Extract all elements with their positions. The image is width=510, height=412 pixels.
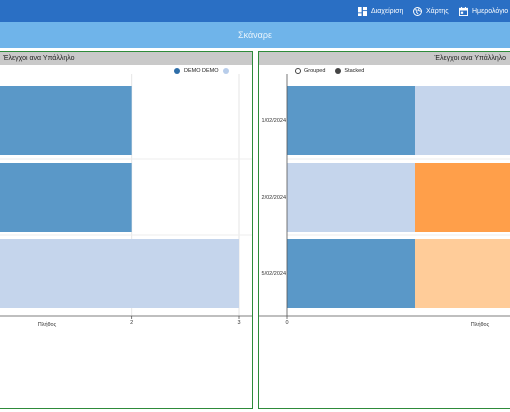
bar-segment-0-0 [287, 86, 415, 155]
nav-admin[interactable]: Διαχείριση [358, 5, 403, 17]
globe-icon [413, 6, 422, 16]
right-chart-panel: Έλεγχοι ανα Υπάλληλο Grouped Stacked 1/0… [258, 51, 510, 409]
sub-header: Σκάναρε [0, 22, 510, 48]
right-panel-header: Έλεγχοι ανα Υπάλληλο [259, 52, 510, 65]
nav-admin-label: Διαχείριση [371, 7, 404, 15]
x-axis-title: Πλήθος [38, 321, 57, 328]
nav-calendar-label: Ημερολόγιο [472, 7, 509, 15]
y-tick-label: 5/02/2024 [262, 271, 286, 277]
nav-calendar[interactable]: Ημερολόγιο [459, 5, 508, 17]
dashboard-icon [358, 6, 367, 16]
y-tick-label: 2/02/2024 [262, 195, 286, 201]
y-tick-label: 1/02/2024 [262, 118, 286, 124]
stacked-label[interactable]: Stacked [344, 68, 365, 74]
bar-0-1 [0, 163, 132, 232]
left-panel-title: Έλεγχοι ανα Υπάλληλο [3, 55, 75, 62]
scan-title[interactable]: Σκάναρε [238, 30, 272, 40]
right-bar-chart: 1/02/2024 2/02/2024 5/02/2024 0 Πλήθος [259, 74, 510, 328]
x-tick-label: 3 [237, 320, 240, 326]
bar-segment-0-2 [287, 239, 415, 308]
x-axis-title: Πλήθος [471, 321, 490, 328]
grouped-label[interactable]: Grouped [304, 68, 326, 74]
x-tick-label: 2 [130, 320, 133, 326]
grouped-radio[interactable] [295, 68, 301, 74]
left-chart-panel: Έλεγχοι ανα Υπάλληλο DEMO DEMO 2 3 Πλήθος [0, 51, 253, 409]
legend-dot-demo[interactable] [174, 68, 180, 74]
stacked-radio[interactable] [335, 68, 342, 74]
bar-1-2 [0, 239, 239, 308]
bar-segment-4-2 [415, 239, 510, 308]
bar-segment-3-1 [415, 163, 510, 232]
legend-label-demo[interactable]: DEMO DEMO [184, 68, 219, 74]
legend-dot-second[interactable] [222, 68, 229, 74]
left-chart-legend: DEMO DEMO [174, 68, 229, 74]
top-nav-bar: Διαχείριση Χάρτης Ημερολόγιο [0, 0, 510, 22]
calendar-icon [459, 6, 468, 16]
left-panel-header: Έλεγχοι ανα Υπάλληλο [0, 52, 252, 65]
right-chart-controls: Grouped Stacked [295, 68, 364, 74]
right-panel-title: Έλεγχοι ανα Υπάλληλο [434, 55, 506, 62]
x-tick-label: 0 [285, 320, 288, 326]
left-bar-chart: 2 3 Πλήθος [0, 74, 252, 328]
nav-map-label: Χάρτης [426, 7, 449, 15]
bar-0-0 [0, 86, 132, 155]
bar-segment-2-0 [415, 86, 510, 155]
nav-map[interactable]: Χάρτης [413, 5, 449, 17]
bar-segment-1-1 [287, 163, 415, 232]
